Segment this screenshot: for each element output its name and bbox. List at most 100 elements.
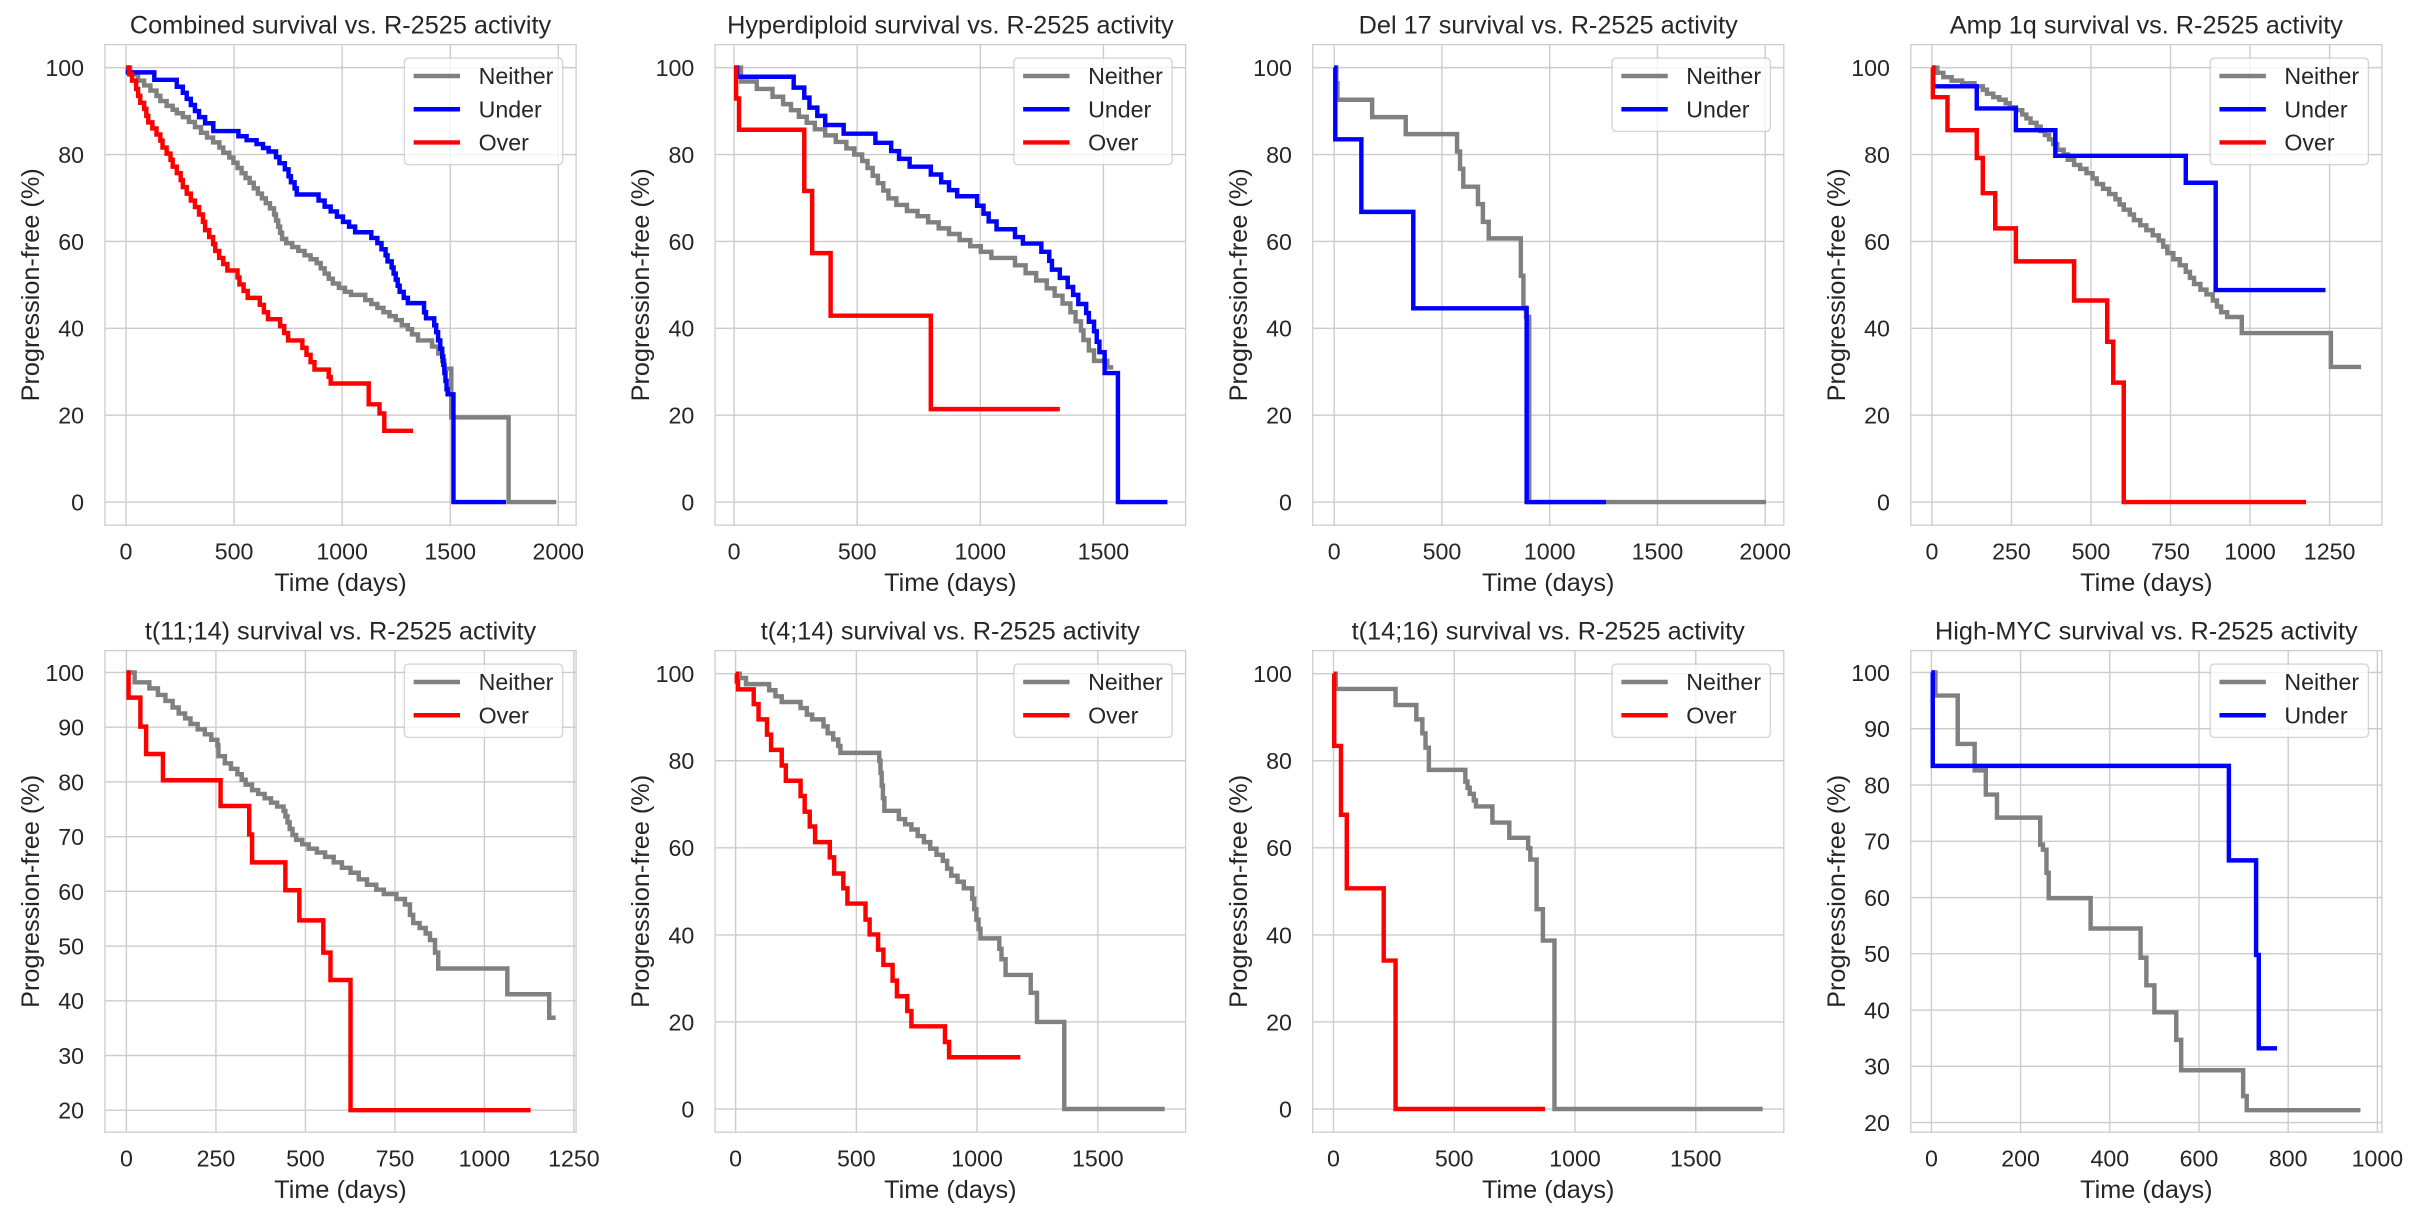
svg-text:0: 0 — [120, 1145, 133, 1171]
svg-text:20: 20 — [1864, 403, 1890, 429]
svg-text:60: 60 — [668, 835, 694, 861]
svg-text:1000: 1000 — [2224, 538, 2276, 564]
svg-text:200: 200 — [2001, 1145, 2040, 1171]
svg-text:0: 0 — [1925, 1145, 1938, 1171]
svg-text:500: 500 — [215, 538, 254, 564]
svg-text:Time (days): Time (days) — [274, 569, 406, 597]
svg-text:0: 0 — [1279, 1096, 1292, 1122]
svg-text:Neither: Neither — [1088, 669, 1163, 695]
svg-text:0: 0 — [120, 538, 133, 564]
svg-text:1000: 1000 — [955, 538, 1007, 564]
svg-text:0: 0 — [681, 489, 694, 515]
svg-text:80: 80 — [1266, 748, 1292, 774]
svg-text:Progression-free (%): Progression-free (%) — [1225, 775, 1253, 1008]
svg-text:250: 250 — [197, 1145, 236, 1171]
svg-text:1000: 1000 — [1549, 1145, 1601, 1171]
svg-text:400: 400 — [2090, 1145, 2129, 1171]
svg-text:Neither: Neither — [1686, 63, 1761, 89]
svg-text:20: 20 — [668, 1009, 694, 1035]
svg-text:60: 60 — [1266, 835, 1292, 861]
svg-text:Over: Over — [1088, 130, 1139, 156]
svg-text:0: 0 — [1925, 538, 1938, 564]
svg-text:1500: 1500 — [1072, 1145, 1124, 1171]
svg-text:90: 90 — [1864, 716, 1890, 742]
svg-text:High-MYC survival vs. R-2525 a: High-MYC survival vs. R-2525 activity — [1935, 617, 2358, 645]
svg-text:40: 40 — [1864, 997, 1890, 1023]
svg-text:Progression-free (%): Progression-free (%) — [1823, 168, 1851, 401]
svg-text:Combined survival vs. R-2525 a: Combined survival vs. R-2525 activity — [130, 11, 552, 39]
svg-text:750: 750 — [376, 1145, 415, 1171]
svg-text:20: 20 — [58, 403, 84, 429]
svg-text:500: 500 — [837, 1145, 876, 1171]
svg-text:Amp 1q survival vs. R-2525 act: Amp 1q survival vs. R-2525 activity — [1950, 11, 2344, 39]
svg-text:80: 80 — [668, 748, 694, 774]
svg-text:20: 20 — [1864, 1110, 1890, 1136]
svg-text:80: 80 — [1864, 142, 1890, 168]
svg-text:t(14;16) survival vs. R-2525 a: t(14;16) survival vs. R-2525 activity — [1352, 617, 1746, 645]
svg-text:0: 0 — [1877, 489, 1890, 515]
svg-text:Over: Over — [479, 130, 530, 156]
svg-text:1500: 1500 — [424, 538, 476, 564]
svg-text:0: 0 — [728, 538, 741, 564]
svg-text:1000: 1000 — [316, 538, 368, 564]
svg-text:Under: Under — [2284, 702, 2347, 728]
svg-text:Neither: Neither — [1686, 669, 1761, 695]
svg-text:40: 40 — [58, 316, 84, 342]
svg-text:0: 0 — [1279, 489, 1292, 515]
svg-text:40: 40 — [1864, 316, 1890, 342]
svg-text:100: 100 — [1253, 661, 1292, 687]
svg-text:60: 60 — [58, 879, 84, 905]
svg-text:Del 17 survival vs. R-2525 act: Del 17 survival vs. R-2525 activity — [1359, 11, 1738, 39]
svg-text:Under: Under — [1686, 96, 1749, 122]
svg-text:1250: 1250 — [548, 1145, 600, 1171]
svg-text:Hyperdiploid survival vs. R-25: Hyperdiploid survival vs. R-2525 activit… — [727, 11, 1174, 39]
svg-text:40: 40 — [1266, 316, 1292, 342]
svg-text:20: 20 — [58, 1098, 84, 1124]
svg-text:Time (days): Time (days) — [2080, 569, 2212, 597]
svg-text:Progression-free (%): Progression-free (%) — [1823, 775, 1851, 1008]
svg-text:100: 100 — [1851, 55, 1890, 81]
svg-text:1000: 1000 — [2352, 1145, 2404, 1171]
svg-text:Time (days): Time (days) — [884, 1176, 1016, 1204]
svg-text:t(11;14) survival vs. R-2525 a: t(11;14) survival vs. R-2525 activity — [145, 617, 537, 645]
svg-text:Time (days): Time (days) — [1482, 1176, 1614, 1204]
svg-text:90: 90 — [58, 715, 84, 741]
svg-text:40: 40 — [668, 316, 694, 342]
svg-text:40: 40 — [58, 988, 84, 1014]
svg-text:Under: Under — [479, 96, 542, 122]
svg-text:100: 100 — [45, 660, 84, 686]
svg-text:600: 600 — [2180, 1145, 2219, 1171]
svg-text:0: 0 — [681, 1096, 694, 1122]
svg-text:t(4;14) survival vs. R-2525 ac: t(4;14) survival vs. R-2525 activity — [761, 617, 1140, 645]
svg-text:750: 750 — [2151, 538, 2190, 564]
svg-text:Time (days): Time (days) — [1482, 569, 1614, 597]
svg-text:40: 40 — [668, 922, 694, 948]
svg-text:80: 80 — [58, 769, 84, 795]
svg-text:20: 20 — [1266, 403, 1292, 429]
svg-text:100: 100 — [1253, 55, 1292, 81]
svg-text:1000: 1000 — [459, 1145, 511, 1171]
svg-text:Neither: Neither — [479, 669, 554, 695]
svg-text:20: 20 — [1266, 1009, 1292, 1035]
svg-text:Over: Over — [1088, 702, 1139, 728]
svg-text:70: 70 — [58, 824, 84, 850]
svg-text:500: 500 — [286, 1145, 325, 1171]
svg-text:1250: 1250 — [2304, 538, 2356, 564]
svg-text:60: 60 — [58, 229, 84, 255]
svg-text:100: 100 — [1851, 660, 1890, 686]
svg-text:2000: 2000 — [532, 538, 584, 564]
svg-text:1000: 1000 — [951, 1145, 1003, 1171]
svg-text:Over: Over — [1686, 702, 1737, 728]
svg-text:30: 30 — [58, 1043, 84, 1069]
svg-text:Progression-free (%): Progression-free (%) — [627, 168, 655, 401]
svg-text:500: 500 — [838, 538, 877, 564]
svg-text:20: 20 — [668, 403, 694, 429]
svg-text:80: 80 — [668, 142, 694, 168]
svg-text:30: 30 — [1864, 1054, 1890, 1080]
svg-text:40: 40 — [1266, 922, 1292, 948]
svg-text:0: 0 — [729, 1145, 742, 1171]
svg-text:Time (days): Time (days) — [884, 569, 1016, 597]
svg-text:250: 250 — [1992, 538, 2031, 564]
svg-text:50: 50 — [58, 933, 84, 959]
svg-text:2000: 2000 — [1739, 538, 1791, 564]
